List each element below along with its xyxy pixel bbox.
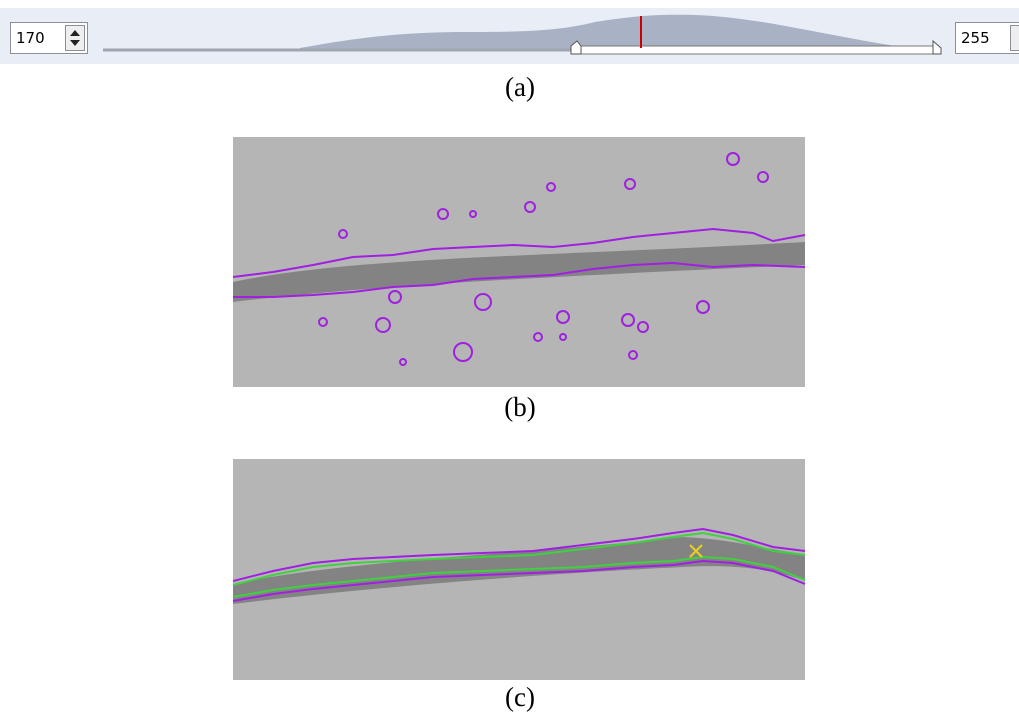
shape [233,527,805,582]
shape [233,261,805,298]
threshold-toolbar: 170 255 [0,8,1019,64]
caption: (c) [505,682,535,712]
histogram-slider[interactable] [95,8,955,64]
shape [469,210,477,218]
min-value: 170 [16,29,45,47]
shape [437,208,449,220]
caption: (b) [504,392,536,422]
shape [726,152,740,166]
shape [696,300,710,314]
shape [70,30,80,46]
shape [233,531,805,586]
shape [300,14,895,50]
shape [628,350,638,360]
shape [621,313,635,327]
shape [233,242,805,302]
min-spinbox[interactable]: 170 [10,22,88,54]
shape [570,40,582,55]
caption: (a) [505,72,535,102]
image-c [233,459,805,680]
spin-arrows[interactable] [65,25,85,51]
shape [932,39,942,55]
shape [233,555,805,598]
shape [559,333,567,341]
shape [233,227,805,278]
shape [624,178,636,190]
shape [556,310,570,324]
shape [453,342,473,362]
max-spinbox[interactable]: 255 [955,22,1019,54]
shape [399,358,407,366]
shape [318,317,328,327]
spin-arrows[interactable] [1010,25,1019,51]
shape [474,293,492,311]
shape [689,544,703,558]
shape [576,45,938,55]
shape [338,229,348,239]
shape [533,332,543,342]
shape [524,201,536,213]
shape [318,152,769,366]
shape [233,559,805,602]
image-b [233,137,805,387]
shape [757,171,769,183]
shape [546,182,556,192]
shape [375,317,391,333]
shape [388,290,402,304]
shape [637,321,649,333]
max-value: 255 [961,29,990,47]
